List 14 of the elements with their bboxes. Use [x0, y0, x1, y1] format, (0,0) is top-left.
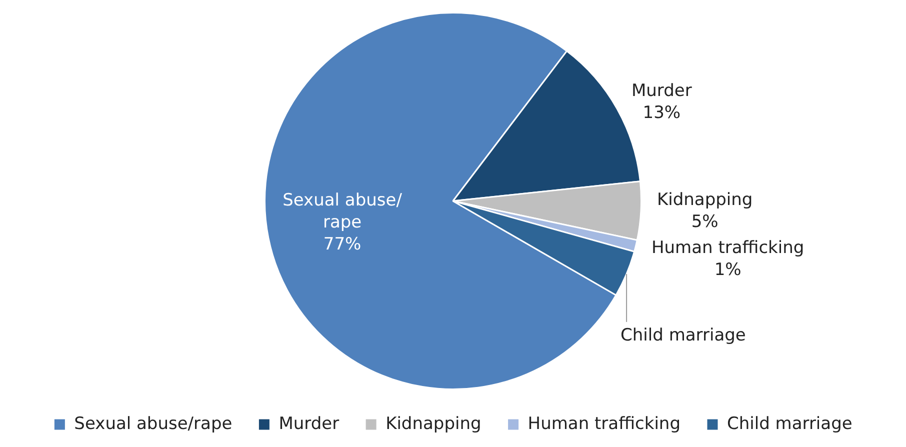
legend-label: Sexual abuse/rape	[74, 414, 232, 434]
data-label: 5%	[691, 212, 718, 232]
slice-label: Sexual abuse/rape	[282, 190, 402, 233]
slice-label: Child marriage	[620, 325, 746, 346]
slice-label: Kidnapping	[656, 190, 753, 210]
legend-label: Human trafficking	[528, 414, 680, 434]
legend-label: Kidnapping	[386, 414, 482, 434]
legend-label: Murder	[278, 414, 340, 434]
slice-label: Human trafficking	[651, 238, 804, 258]
data-label: 77%	[323, 234, 362, 255]
slice-label: Murder	[631, 81, 692, 102]
data-label: 13%	[642, 103, 681, 124]
data-label: 1%	[714, 260, 742, 280]
legend-label: Child marriage	[726, 414, 852, 434]
